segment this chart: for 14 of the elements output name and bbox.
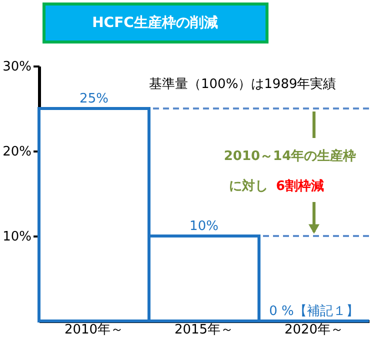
annotation: 2010～14年の生産枠 bbox=[224, 148, 356, 164]
annotation: 基準量（100%）は1989年実績 bbox=[149, 76, 336, 92]
x-tick-label: 2020年～ bbox=[284, 322, 344, 338]
chart-title: HCFC生産枠の削減 bbox=[92, 14, 218, 31]
y-tick-label: 10% bbox=[2, 230, 32, 244]
annotation: に対し bbox=[229, 178, 268, 194]
y-tick-label: 20% bbox=[2, 144, 32, 160]
y-tick-label: 30% bbox=[2, 60, 32, 74]
data-label: 0 %【補記１】 bbox=[269, 304, 359, 319]
x-tick-label: 2015年～ bbox=[174, 322, 234, 338]
annotation: 6割枠減 bbox=[276, 178, 324, 194]
data-label: 25% bbox=[80, 92, 108, 106]
data-label: 10% bbox=[190, 219, 218, 234]
x-tick-label: 2010年～ bbox=[64, 322, 124, 338]
